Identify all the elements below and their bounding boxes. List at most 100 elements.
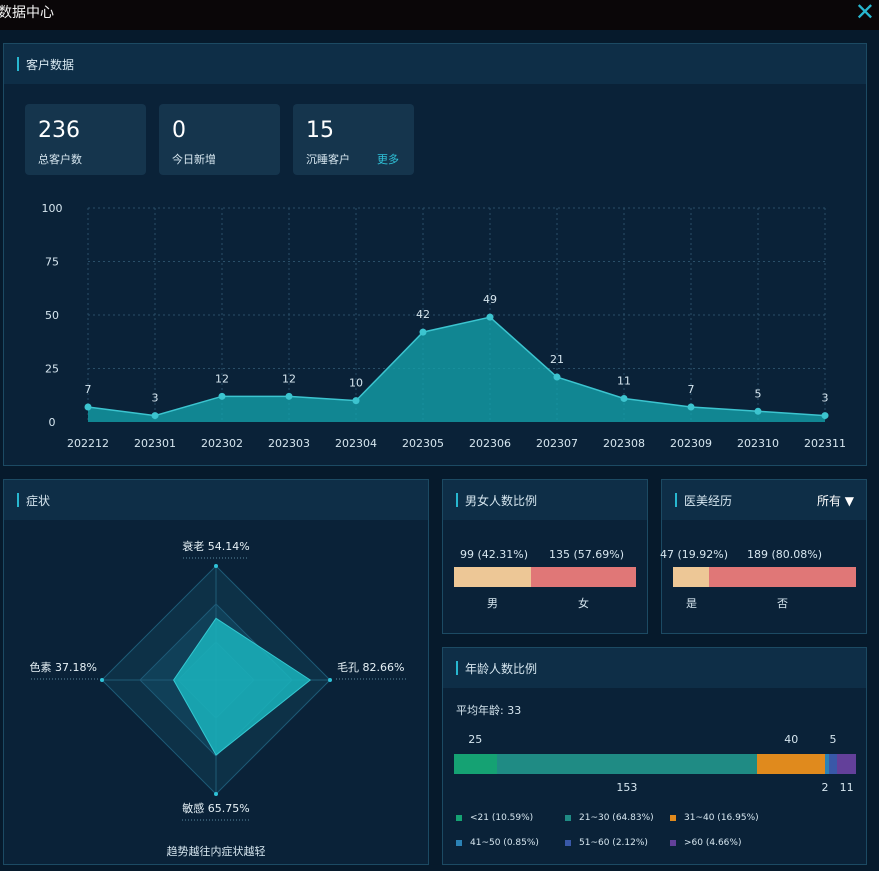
age-legend-item: 21~30 (64.83%) xyxy=(565,813,654,823)
yes-count-label: 47 (19.92%) xyxy=(660,548,729,561)
data-point xyxy=(151,412,159,420)
panel-header: 男女人数比例 xyxy=(443,480,647,520)
data-label: 10 xyxy=(349,377,363,390)
ratio-bar-segment xyxy=(709,567,856,587)
radar-axis-endpoint xyxy=(214,792,218,796)
age-count-label: 11 xyxy=(839,781,854,794)
age-stacked-bar-area: 25 153 40 2 5 11 <21 (10.59%) 21~30 (64.83%) 31~… xyxy=(443,648,866,864)
x-tick-label: 202303 xyxy=(268,437,310,450)
data-point xyxy=(620,394,628,402)
data-label: 12 xyxy=(215,372,229,385)
age-bar-segment xyxy=(828,754,838,774)
average-age: 平均年龄: 33 xyxy=(456,704,522,717)
age-bar-segment xyxy=(825,754,829,774)
data-point xyxy=(218,392,226,400)
ratio-bar-segment xyxy=(531,567,636,587)
age-legend-item: 41~50 (0.85%) xyxy=(456,838,539,848)
age-legend-item: >60 (4.66%) xyxy=(670,838,741,848)
data-point xyxy=(754,407,762,415)
data-label: 11 xyxy=(617,374,631,387)
y-tick-label: 0 xyxy=(49,416,56,429)
data-point xyxy=(84,403,92,411)
data-label: 3 xyxy=(152,392,159,405)
panel-header: 医美经历 所有 ▼ xyxy=(662,480,866,520)
data-point xyxy=(419,328,427,336)
no-count-label: 189 (80.08%) xyxy=(747,548,823,561)
male-count-label: 99 (42.31%) xyxy=(460,548,529,561)
panel-header: 客户数据 xyxy=(4,44,866,84)
stat-value: 236 xyxy=(38,118,80,143)
ratio-bar-segment xyxy=(454,567,531,587)
legend-label: 21~30 (64.83%) xyxy=(579,813,654,823)
y-tick-label: 25 xyxy=(45,363,59,376)
legend-swatch xyxy=(565,840,571,846)
y-tick-label: 50 xyxy=(45,309,59,322)
radar-axis-endpoint xyxy=(328,678,332,682)
age-count-label: 153 xyxy=(616,781,638,794)
panel-title: 男女人数比例 xyxy=(465,494,538,508)
age-bar-segment xyxy=(454,754,497,774)
legend-swatch xyxy=(456,815,462,821)
stat-label: 今日新增 xyxy=(172,153,216,166)
legend-label: 31~40 (16.95%) xyxy=(684,813,759,823)
data-label: 5 xyxy=(755,387,762,400)
radar-axis-label: 毛孔 82.66% xyxy=(337,661,404,674)
stat-card-total: 236 总客户数 xyxy=(25,104,146,175)
more-link[interactable]: 更多 xyxy=(377,153,399,166)
header-accent xyxy=(456,661,458,675)
x-tick-label: 202311 xyxy=(804,437,846,450)
symptoms-radar-chart: 衰老 54.14% 毛孔 82.66% 敏感 65.75% 色素 37.18% 趋势越往… xyxy=(30,539,406,858)
radar-axis-label: 衰老 54.14% xyxy=(182,539,249,553)
radar-axis-endpoint xyxy=(214,564,218,568)
data-point xyxy=(553,373,561,381)
customer-data-panel: 客户数据 236 总客户数 0 今日新增 15 沉睡客户 更多 0 25 50 75 1… xyxy=(3,43,867,466)
data-label: 7 xyxy=(85,383,92,396)
cosmetic-filter-dropdown[interactable]: 所有 ▼ xyxy=(816,494,854,508)
gender-ratio-bar xyxy=(454,567,636,587)
panel-header: 症状 xyxy=(4,480,428,520)
data-point xyxy=(687,403,695,411)
radar-caption: 趋势越往内症状越轻 xyxy=(167,844,266,858)
female-count-label: 135 (57.69%) xyxy=(549,548,625,561)
no-label: 否 xyxy=(777,597,788,610)
age-legend-item: 51~60 (2.12%) xyxy=(565,838,648,848)
x-tick-label: 202307 xyxy=(536,437,578,450)
data-label: 49 xyxy=(483,293,497,306)
age-legend-item: <21 (10.59%) xyxy=(456,813,533,823)
x-tick-label: 202302 xyxy=(201,437,243,450)
legend-label: >60 (4.66%) xyxy=(684,838,742,848)
age-count-label: 5 xyxy=(829,733,837,746)
stat-card-new-today: 0 今日新增 xyxy=(159,104,280,175)
radar-data-area xyxy=(173,617,312,756)
x-tick-label: 202304 xyxy=(335,437,377,450)
male-label: 男 xyxy=(487,597,498,610)
age-count-label: 25 xyxy=(468,733,483,746)
yes-label: 是 xyxy=(686,597,697,610)
legend-label: 41~50 (0.85%) xyxy=(470,838,539,848)
title-bar: 数据中心 ✕ xyxy=(0,0,879,30)
age-bar-segment xyxy=(837,754,856,774)
panel-title: 客户数据 xyxy=(26,58,75,72)
x-tick-label: 202310 xyxy=(737,437,779,450)
radar-axis-label: 敏感 65.75% xyxy=(182,801,249,815)
x-tick-label: 202301 xyxy=(134,437,176,450)
panel-header: 年龄人数比例 xyxy=(443,648,866,688)
stat-value: 15 xyxy=(306,118,334,143)
cosmetic-ratio-bar xyxy=(673,567,856,587)
panel-title: 症状 xyxy=(26,494,51,508)
stat-value: 0 xyxy=(172,118,186,143)
age-bar-segment xyxy=(496,754,758,774)
gender-ratio-panel: 男女人数比例 99 (42.31%) 135 (57.69%) 男 女 xyxy=(442,479,648,634)
x-tick-label: 202212 xyxy=(67,437,109,450)
data-point xyxy=(821,412,829,420)
stat-card-dormant: 15 沉睡客户 更多 xyxy=(293,104,414,175)
age-count-label: 2 xyxy=(821,781,829,794)
cosmetic-history-panel: 医美经历 所有 ▼ 47 (19.92%) 189 (80.08%) 是 否 xyxy=(660,479,867,634)
legend-label: 51~60 (2.12%) xyxy=(579,838,648,848)
x-tick-label: 202306 xyxy=(469,437,511,450)
legend-swatch xyxy=(565,815,571,821)
close-icon[interactable]: ✕ xyxy=(854,0,875,26)
x-tick-label: 202309 xyxy=(670,437,712,450)
panel-title: 医美经历 xyxy=(684,494,733,508)
